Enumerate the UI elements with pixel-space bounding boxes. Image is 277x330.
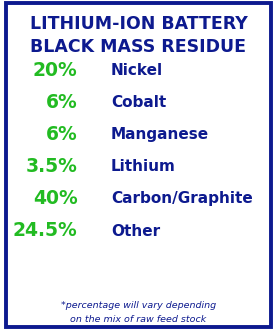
Text: 20%: 20%	[33, 61, 78, 81]
Text: LITHIUM-ION BATTERY: LITHIUM-ION BATTERY	[30, 15, 247, 33]
Text: 40%: 40%	[33, 189, 78, 209]
Text: 3.5%: 3.5%	[26, 157, 78, 177]
Text: Cobalt: Cobalt	[111, 95, 166, 111]
Text: 6%: 6%	[46, 93, 78, 113]
Text: Other: Other	[111, 223, 160, 239]
Text: BLACK MASS RESIDUE: BLACK MASS RESIDUE	[30, 38, 247, 56]
Text: on the mix of raw feed stock: on the mix of raw feed stock	[70, 315, 207, 324]
Text: Manganese: Manganese	[111, 127, 209, 143]
Text: Carbon/Graphite: Carbon/Graphite	[111, 191, 253, 207]
Text: 6%: 6%	[46, 125, 78, 145]
Text: Nickel: Nickel	[111, 63, 163, 79]
Text: 24.5%: 24.5%	[13, 221, 78, 241]
Text: Lithium: Lithium	[111, 159, 176, 175]
Text: *percentage will vary depending: *percentage will vary depending	[61, 301, 216, 310]
FancyBboxPatch shape	[6, 3, 271, 327]
